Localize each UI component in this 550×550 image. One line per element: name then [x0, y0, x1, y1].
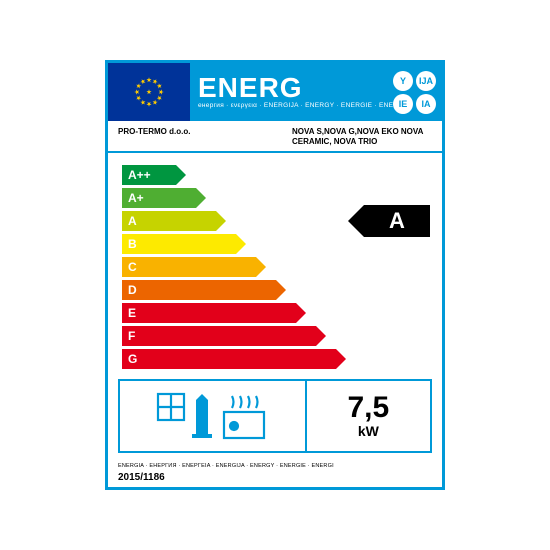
efficiency-bar: A+ [122, 188, 196, 208]
footer-regulation: 2015/1186 [118, 472, 432, 483]
badge: Y [393, 71, 413, 91]
bar-label: B [128, 237, 137, 251]
bar-label: A++ [128, 168, 151, 182]
efficiency-bar: G [122, 349, 336, 369]
efficiency-bar: C [122, 257, 256, 277]
badge: IA [416, 94, 436, 114]
efficiency-bar: D [122, 280, 276, 300]
efficiency-chart: A++A+ABCDEFGA [108, 153, 442, 373]
eu-flag [108, 63, 190, 121]
manufacturer: PRO-TERMO d.o.o. [118, 127, 190, 148]
bar-label: E [128, 306, 136, 320]
power-block: 7,5 kW [307, 381, 430, 451]
efficiency-bar: A++ [122, 165, 176, 185]
bar-label: G [128, 352, 137, 366]
bar-label: D [128, 283, 137, 297]
power-row: 7,5 kW [118, 379, 432, 453]
bar-label: F [128, 329, 135, 343]
footer: ENERGIA · ЕНЕРГИЯ · ΕΝΕΡΓΕΙΑ · ENERGIJA … [108, 461, 442, 487]
efficiency-bar: E [122, 303, 296, 323]
efficiency-bar: F [122, 326, 316, 346]
badge: IE [393, 94, 413, 114]
power-value: 7,5 [347, 393, 389, 423]
bar-label: A [128, 214, 137, 228]
energy-label: ENERG енергия · ενεργεια · ENERGIJA · EN… [105, 60, 445, 491]
footer-langs: ENERGIA · ЕНЕРГИЯ · ΕΝΕΡΓΕΙΑ · ENERGIJA … [118, 463, 432, 469]
header: ENERG енергия · ενεργεια · ENERGIJA · EN… [108, 63, 442, 121]
efficiency-bar: B [122, 234, 236, 254]
rating-indicator: A [364, 205, 430, 237]
power-unit: kW [358, 423, 379, 439]
badge: IJA [416, 71, 436, 91]
meta-row: PRO-TERMO d.o.o. NOVA S,NOVA G,NOVA EKO … [108, 121, 442, 154]
bar-label: A+ [128, 191, 144, 205]
lang-badges: Y IJA IE IA [393, 71, 436, 114]
header-title-block: ENERG енергия · ενεργεια · ENERGIJA · EN… [190, 63, 442, 121]
bar-label: C [128, 260, 137, 274]
models: NOVA S,NOVA G,NOVA EKO NOVA CERAMIC, NOV… [292, 127, 432, 148]
heater-icons [120, 381, 307, 451]
efficiency-bar: A [122, 211, 216, 231]
